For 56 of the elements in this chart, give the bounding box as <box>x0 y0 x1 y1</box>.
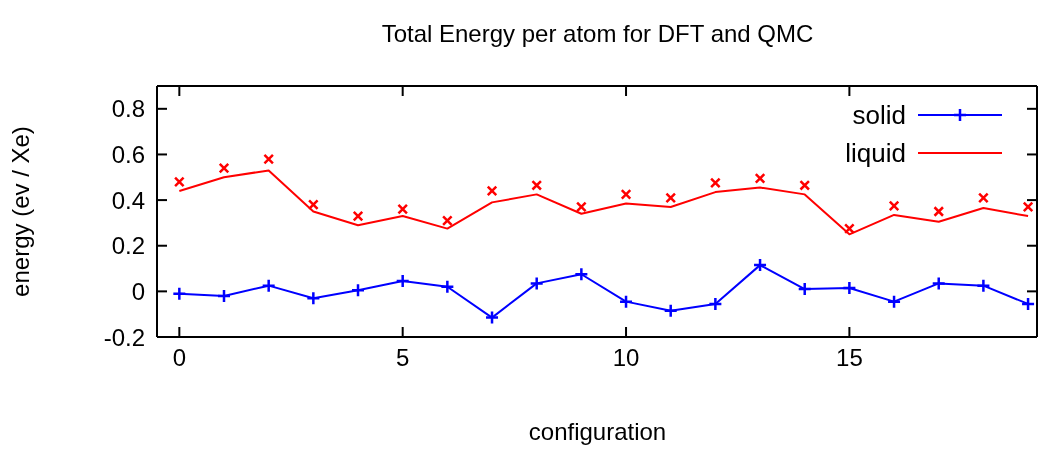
point <box>216 288 232 304</box>
point <box>886 294 902 309</box>
point <box>618 294 634 309</box>
point <box>931 276 946 291</box>
point <box>620 188 632 200</box>
point <box>263 153 275 165</box>
legend-label: solid <box>852 100 906 130</box>
x-tick-label: 5 <box>396 344 410 372</box>
point <box>888 200 900 212</box>
x-tick-label: 15 <box>836 344 863 372</box>
point <box>306 290 321 306</box>
x-axis-title: configuration <box>527 418 668 446</box>
point <box>842 280 857 296</box>
y-tick-label: 0.6 <box>111 140 145 168</box>
point <box>484 310 500 325</box>
point <box>441 215 453 227</box>
chart-title: Total Energy per atom for DFT and QMC <box>380 20 815 48</box>
x-tick-label: 0 <box>172 344 187 372</box>
point <box>350 282 366 298</box>
point <box>797 281 812 297</box>
point <box>173 176 185 188</box>
line-series <box>178 169 1030 236</box>
point <box>933 206 945 217</box>
y-tick-label: 0.8 <box>111 95 145 123</box>
point <box>665 192 677 204</box>
point <box>843 223 855 235</box>
y-tick-label: 0 <box>131 277 145 305</box>
y-tick-label: -0.2 <box>103 323 145 351</box>
point <box>261 278 276 293</box>
point <box>395 273 410 289</box>
point <box>352 210 364 222</box>
point <box>574 267 589 282</box>
point <box>486 185 498 197</box>
point <box>754 172 766 184</box>
point <box>172 286 187 301</box>
point <box>529 276 544 291</box>
point <box>531 179 543 191</box>
point <box>575 201 587 213</box>
point <box>440 279 455 295</box>
point <box>799 179 811 191</box>
point <box>663 303 678 319</box>
point <box>1022 201 1034 213</box>
point <box>218 162 230 174</box>
point <box>307 199 319 211</box>
point <box>977 192 989 204</box>
point <box>1020 296 1036 312</box>
point <box>708 296 723 312</box>
point <box>752 257 768 273</box>
y-tick-label: 0.2 <box>111 232 145 260</box>
x-tick-label: 10 <box>612 344 640 372</box>
y-axis-title: energy (ev / Xe) <box>6 126 34 297</box>
y-tick-label: 0.4 <box>111 186 145 214</box>
point <box>976 278 991 293</box>
legend-label: liquid <box>845 138 906 168</box>
point <box>709 177 721 189</box>
point <box>397 203 409 215</box>
